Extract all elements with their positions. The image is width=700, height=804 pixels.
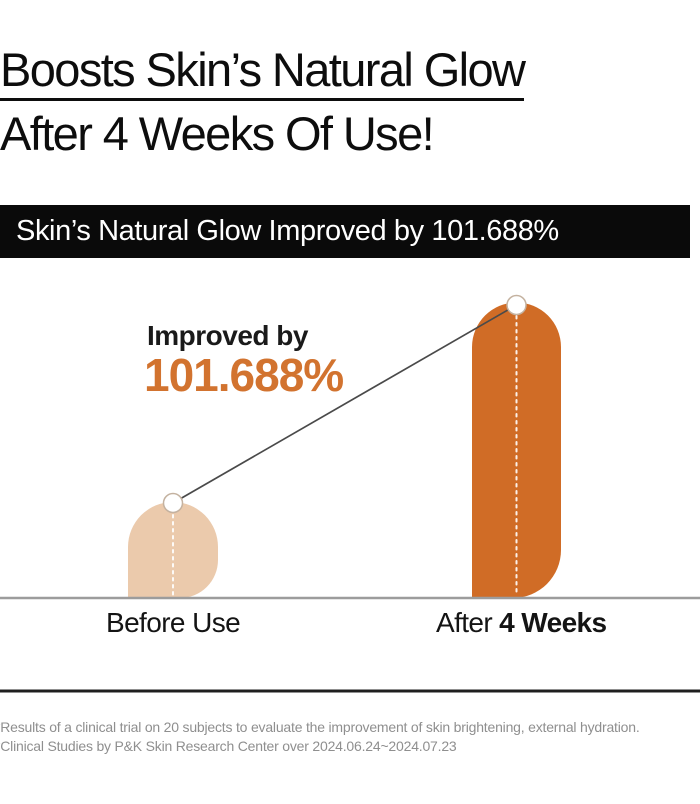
- x-label-before-use: Before Use: [106, 607, 241, 638]
- footnote: *Results of a clinical trial on 20 subje…: [0, 718, 640, 756]
- improved-by-value: 101.688%: [144, 349, 344, 401]
- x-label-after-bold: 4 Weeks: [499, 607, 607, 638]
- x-label-after-4-weeks: After 4 Weeks: [436, 607, 607, 639]
- footnote-line1: *Results of a clinical trial on 20 subje…: [0, 719, 640, 735]
- improvement-connector-line: [172, 304, 517, 504]
- improved-by-label: Improved by: [147, 320, 308, 351]
- marker-before-use: [162, 492, 184, 514]
- section-bottom-rule: [0, 689, 700, 693]
- footnote-line2: *Clinical Studies by P&K Skin Research C…: [0, 738, 457, 754]
- headline-banner: Skin’s Natural Glow Improved by 101.688%: [0, 205, 690, 258]
- page-title-line2: After 4 Weeks Of Use!: [0, 107, 435, 160]
- headline-banner-text: Skin’s Natural Glow Improved by 101.688%: [16, 215, 559, 247]
- x-label-after-prefix: After: [436, 607, 493, 638]
- page-title-line1: Boosts Skin’s Natural Glow: [0, 44, 526, 101]
- page-title-line1-underlined-text: Boosts Skin’s Natural Glow: [0, 44, 526, 101]
- marker-after-4-weeks: [506, 294, 527, 316]
